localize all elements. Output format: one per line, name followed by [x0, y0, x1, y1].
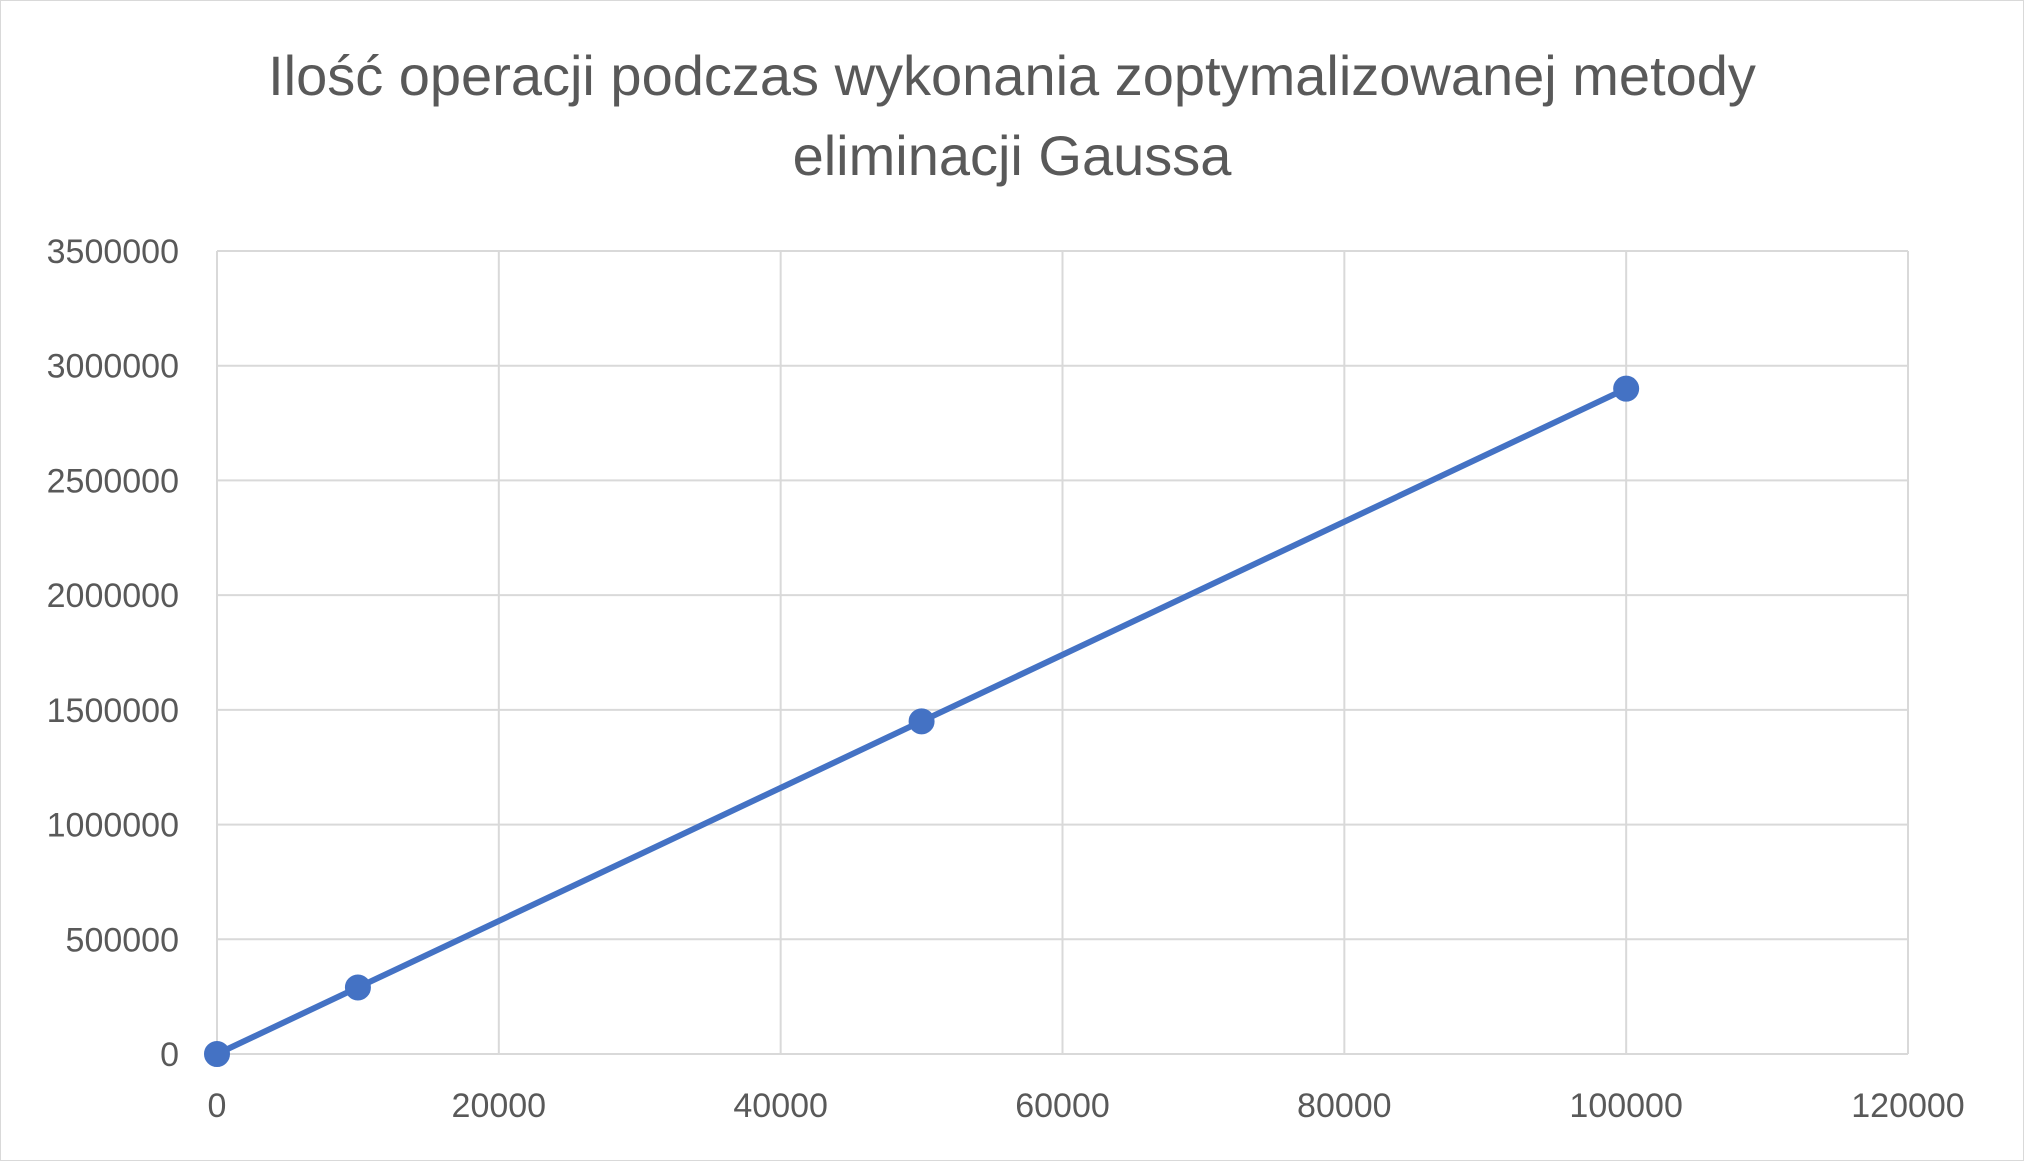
data-point	[908, 708, 935, 735]
x-tick-label: 0	[208, 1087, 227, 1125]
chart-title-line-2: eliminacji Gaussa	[793, 124, 1233, 187]
x-tick-label: 100000	[1569, 1087, 1682, 1125]
y-tick-label: 1000000	[47, 807, 179, 845]
y-tick-label: 0	[160, 1036, 179, 1074]
y-tick-label: 3000000	[47, 348, 179, 386]
series-line	[214, 385, 1630, 1057]
x-tick-label: 40000	[733, 1087, 828, 1125]
y-tick-label: 2500000	[47, 462, 179, 500]
x-tick-label: 60000	[1015, 1087, 1110, 1125]
y-tick-label: 2000000	[47, 577, 179, 615]
y-tick-label: 3500000	[47, 233, 179, 271]
series	[204, 375, 1640, 1067]
grid	[216, 250, 1909, 1055]
x-tick-label: 120000	[1851, 1087, 1964, 1125]
y-tick-label: 500000	[66, 921, 179, 959]
chart-title-line-1: Ilość operacji podczas wykonania zoptyma…	[268, 44, 1756, 107]
x-axis-ticks: 0 20000 40000 60000 80000 100000 120000	[208, 1087, 1965, 1125]
x-tick-label: 20000	[452, 1087, 547, 1125]
data-point	[344, 974, 371, 1001]
y-tick-label: 1500000	[47, 692, 179, 730]
chart-title: Ilość operacji podczas wykonania zoptyma…	[268, 44, 1756, 187]
data-point	[1613, 375, 1640, 402]
data-point	[204, 1041, 230, 1067]
y-axis-ticks: 0 500000 1000000 1500000 2000000 2500000 30000…	[47, 233, 179, 1074]
x-tick-label: 80000	[1297, 1087, 1392, 1125]
